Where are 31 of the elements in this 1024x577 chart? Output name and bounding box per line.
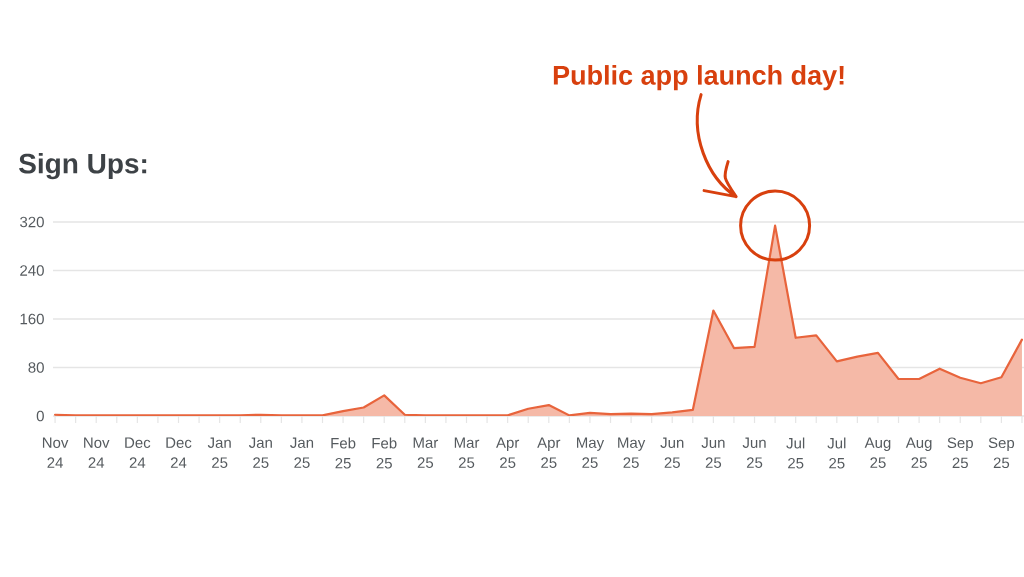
x-tick-label: Jun 25 [701,437,725,468]
x-tick-label: Nov 24 [84,437,110,468]
x-tick-label: Apr 25 [537,437,561,468]
x-tick-label: Feb 25 [331,437,356,469]
x-tick-label: Jan 25 [248,437,272,468]
x-tick-label: Dec 24 [166,437,192,468]
text: Public app launch day! [553,65,844,91]
x-tick-label: Sep 25 [947,437,973,469]
y-tick-label: 240 [20,265,44,276]
y-tick-label: 0 [36,410,44,422]
chart-title: Sign Ups: [19,152,147,180]
x-tick-label: Mar 25 [454,437,480,468]
x-tick-label: Aug 25 [864,437,891,468]
x-tick-label: Jan 25 [207,437,231,468]
x-tick-label: May 25 [618,437,646,468]
x-tick-label: Jun 25 [660,437,684,468]
x-tick-label: Nov 24 [42,437,69,468]
y-tick-label: 320 [20,216,44,228]
x-tick-label: Jan 25 [290,437,314,468]
x-tick-label: Aug 25 [905,437,932,468]
x-tick-label: Dec 24 [125,437,151,468]
x-tick-label: Jul 25 [827,437,846,469]
x-tick-label: Apr 25 [496,437,520,468]
x-tick-label: Jun 25 [742,437,766,468]
x-tick-label: Mar 25 [413,437,439,468]
x-tick-label: May 25 [577,437,605,468]
y-tick-label: 80 [28,362,44,373]
x-tick-label: Sep 25 [988,437,1015,469]
x-tick-label: Jul 25 [786,437,805,469]
y-tick-label: 160 [20,313,44,325]
x-tick-label: Feb 25 [372,437,397,469]
